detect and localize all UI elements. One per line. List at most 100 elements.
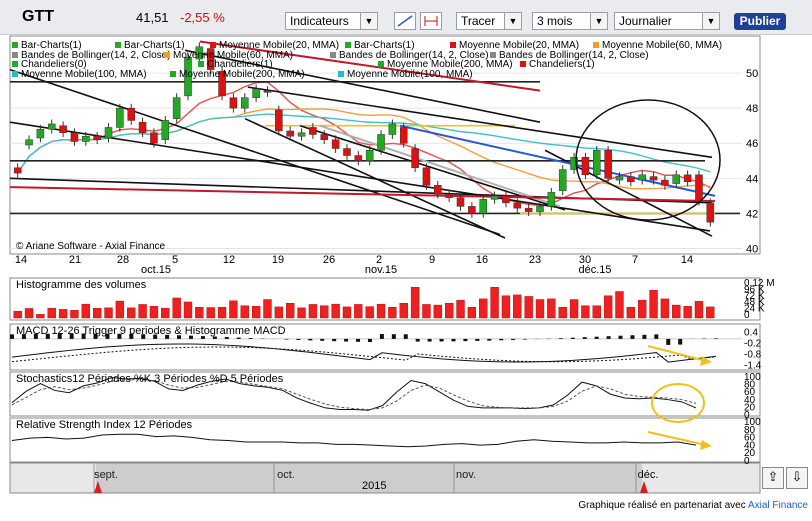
volume-tick-label: 0.12 M — [744, 278, 775, 289]
x-tick-label: 28 — [117, 254, 129, 266]
y-tick-label: 50 — [746, 68, 758, 80]
candle-body — [70, 132, 79, 142]
volume-bar — [490, 286, 499, 319]
x-tick-label: 2 — [376, 254, 382, 266]
volume-bar — [569, 299, 579, 319]
legend-swatch — [490, 52, 496, 58]
upload-icon: ⇪ — [767, 469, 779, 484]
macd-histogram-bar — [678, 338, 683, 345]
volume-bar — [615, 291, 624, 319]
macd-histogram-bar — [284, 338, 289, 340]
trend-line — [247, 86, 713, 159]
legend-label: Bar-Charts(1) — [354, 40, 415, 51]
candle-body — [468, 206, 476, 214]
footer-brand-link[interactable]: Axial Finance — [747, 500, 808, 511]
volume-bar — [286, 303, 295, 319]
legend-label: Moyenne Mobile(100, MMA) — [21, 69, 147, 80]
volume-bar — [58, 309, 68, 319]
x-tick-label: 23 — [529, 254, 541, 266]
candle-body — [524, 207, 533, 212]
legend-swatch — [330, 52, 336, 58]
rsi-tick-label: 80 — [744, 425, 756, 436]
indicators-dropdown[interactable]: Indicateurs ▼ — [285, 12, 378, 30]
x-tick-label: 21 — [69, 254, 81, 266]
trend-line-red-long — [9, 186, 716, 203]
macd-trigger-line — [11, 346, 717, 363]
candle-body — [558, 169, 567, 191]
volume-bar — [92, 307, 102, 319]
volume-bar — [115, 300, 125, 319]
stochastics-tick-label: 40 — [744, 395, 756, 406]
period-select[interactable]: 3 mois ▼ — [532, 12, 608, 30]
timeline-month-label: nov. — [456, 469, 476, 481]
zoom-out-button[interactable]: ⇩ — [786, 467, 808, 489]
legend-swatch — [12, 52, 18, 58]
candle-body — [82, 135, 90, 142]
macd-histogram-bar — [463, 338, 468, 342]
volume-bar — [195, 307, 204, 319]
volume-bar — [342, 306, 352, 319]
candle-body — [547, 192, 556, 207]
x-month-label: déc.15 — [578, 264, 611, 276]
ticker-symbol: GTT — [22, 8, 54, 25]
timeline-month-label: déc. — [638, 469, 659, 481]
trend-line-tool-button[interactable] — [394, 12, 416, 30]
candle-body — [343, 148, 351, 156]
zoom-in-button[interactable]: ⇪ — [762, 467, 784, 489]
macd-tick-label: -1.4 — [744, 360, 762, 371]
volume-bar — [444, 303, 454, 319]
footer-credit: Graphique réalisé en partenariat avec Ax… — [578, 500, 808, 511]
volume-bar — [81, 303, 90, 319]
candle-body — [513, 202, 522, 209]
macd-histogram-bar — [236, 337, 241, 339]
x-tick-label: 12 — [223, 254, 235, 266]
volume-bar — [513, 294, 522, 319]
volume-tick-label: 0 — [744, 310, 750, 321]
x-tick-label: 16 — [476, 254, 488, 266]
volume-bar — [274, 306, 284, 319]
candle-body — [536, 206, 544, 212]
volume-bar — [535, 299, 545, 319]
tracer-dropdown[interactable]: Tracer ▼ — [456, 12, 522, 30]
macd-histogram-bar — [582, 337, 587, 339]
chevron-down-icon: ▼ — [504, 13, 521, 29]
toolbar: GTT 41,51 -2,55 % Indicateurs ▼ Tracer ▼… — [0, 0, 812, 35]
x-month-label: oct.15 — [141, 264, 171, 276]
legend-label: Moyenne Mobile(20, MMA) — [459, 40, 579, 51]
trend-line — [544, 149, 713, 237]
volume-bar — [603, 295, 613, 319]
volume-bar — [104, 307, 113, 319]
volume-bar — [320, 305, 329, 319]
macd-histogram-bar — [439, 338, 444, 342]
volume-bar — [592, 305, 601, 319]
candle-body — [706, 202, 715, 223]
legend-swatch — [164, 52, 170, 58]
volume-bar — [183, 301, 193, 319]
macd-histogram-bar — [332, 338, 337, 342]
horizontal-line-tool-button[interactable] — [420, 12, 442, 30]
interval-select[interactable]: Journalier ▼ — [614, 12, 720, 30]
candle-body — [331, 139, 340, 149]
x-tick-label: 14 — [15, 254, 27, 266]
publish-button[interactable]: Publier — [734, 13, 786, 30]
macd-histogram-bar — [666, 338, 671, 345]
legend-label: Moyenne Mobile(100, MMA) — [347, 69, 473, 80]
candle-body — [456, 197, 465, 207]
indicators-label: Indicateurs — [290, 14, 349, 28]
tracer-label: Tracer — [461, 14, 496, 28]
candle-body — [104, 127, 113, 139]
candle-body — [615, 176, 624, 181]
legend-swatch — [12, 61, 18, 67]
candle-body — [377, 134, 385, 151]
macd-histogram-bar — [570, 337, 575, 339]
copyright-label: © Ariane Software - Axial Finance — [16, 241, 166, 252]
legend-label: Bandes de Bollinger(14, 2, Close) — [339, 50, 489, 61]
x-tick-label: 5 — [172, 254, 178, 266]
rsi-arrow — [647, 431, 711, 447]
volume-bar — [24, 308, 34, 319]
candle-body — [502, 195, 510, 204]
download-icon: ⇩ — [791, 469, 803, 484]
macd-histogram-bar — [415, 338, 420, 342]
legend-swatch — [115, 42, 121, 48]
